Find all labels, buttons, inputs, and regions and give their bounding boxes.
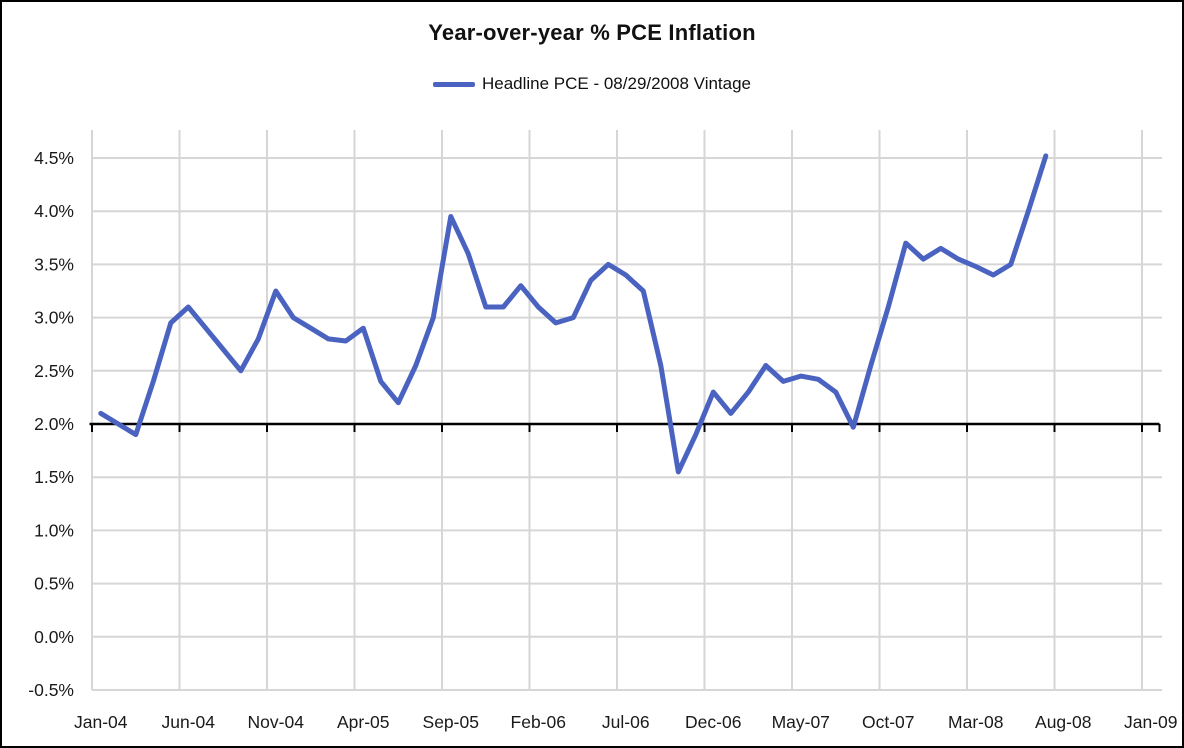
y-axis-tick-label: 4.0% — [34, 201, 74, 221]
pce-line-series — [98, 153, 1049, 475]
x-axis-tick-label: May-07 — [772, 712, 830, 732]
y-axis-tick-label: 2.5% — [34, 361, 74, 381]
x-axis-tick-label: Jun-04 — [161, 712, 215, 732]
x-axis-tick-label: Dec-06 — [685, 712, 741, 732]
y-axis-tick-label: 1.0% — [34, 520, 74, 540]
y-axis-tick-label: 2.0% — [34, 414, 74, 434]
x-axis-tick-label: Aug-08 — [1035, 712, 1091, 732]
y-axis-tick-label: 3.5% — [34, 254, 74, 274]
x-axis-tick-label: Apr-05 — [337, 712, 390, 732]
legend-label: Headline PCE - 08/29/2008 Vintage — [481, 74, 752, 93]
x-axis-tick-label: Nov-04 — [248, 712, 305, 732]
legend-line-swatch — [432, 81, 475, 87]
x-axis-tick-label: Jan-04 — [74, 712, 128, 732]
x-axis-tick-label: Mar-08 — [948, 712, 1003, 732]
y-axis-tick-label: 0.5% — [34, 574, 74, 594]
chart-title: Year-over-year % PCE Inflation — [428, 20, 756, 45]
y-axis-tick-label: 3.0% — [34, 308, 74, 328]
y-axis-tick-label: 1.5% — [34, 467, 74, 487]
chart-legend: Headline PCE - 08/29/2008 Vintage — [2, 74, 1182, 94]
y-axis-tick-label: 4.5% — [34, 148, 74, 168]
x-axis-tick-label: Jul-06 — [602, 712, 650, 732]
y-axis-tick-label: 0.0% — [34, 627, 74, 647]
x-axis-tick-label: Jan-09 — [1124, 712, 1178, 732]
x-axis-tick-label: Oct-07 — [862, 712, 915, 732]
x-axis-tick-label: Feb-06 — [511, 712, 566, 732]
x-axis-tick-label: Sep-05 — [423, 712, 479, 732]
y-axis-tick-label: -0.5% — [28, 680, 74, 700]
